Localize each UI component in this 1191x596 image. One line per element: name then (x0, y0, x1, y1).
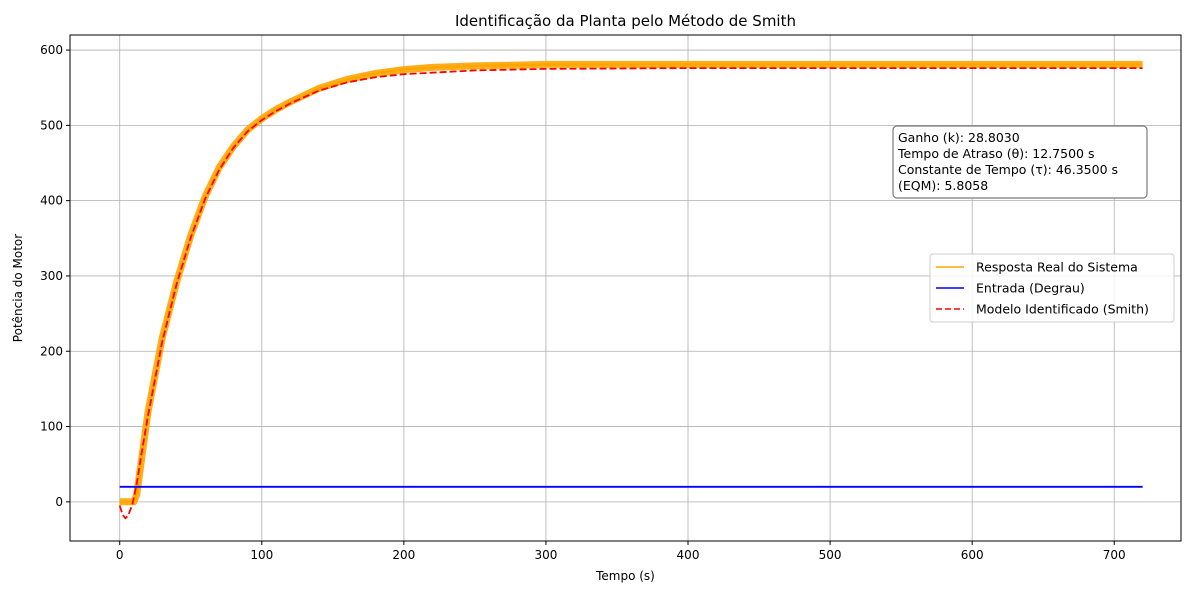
series-identified-model (118, 67, 1143, 520)
y-tick-label: 100 (40, 420, 63, 434)
x-tick-label: 700 (1103, 548, 1126, 562)
series-layer (118, 60, 1143, 520)
x-axis-label: Tempo (s) (595, 569, 655, 583)
annotation-line-error: (EQM): 5.8058 (898, 178, 988, 193)
y-axis-label: Potência do Motor (11, 234, 25, 342)
annotation-line-delay: Tempo de Atraso (θ): 12.7500 s (897, 146, 1094, 161)
grid (70, 35, 1181, 541)
legend: Resposta Real do Sistema Entrada (Degrau… (929, 253, 1175, 323)
legend-entry-input: Entrada (Degrau) (976, 281, 1085, 296)
y-tick-label: 0 (55, 495, 63, 509)
annotation-line-time-constant: Constante de Tempo (τ): 46.3500 s (898, 162, 1118, 177)
x-tick-label: 400 (677, 548, 700, 562)
x-tick-label: 300 (534, 548, 557, 562)
x-tick-label: 100 (250, 548, 273, 562)
y-tick-label: 300 (40, 269, 63, 283)
chart-title: Identificação da Planta pelo Método de S… (455, 12, 796, 30)
legend-entry-model: Modelo Identificado (Smith) (976, 302, 1149, 317)
annotation-box: Ganho (k): 28.8030 Tempo de Atraso (θ): … (892, 125, 1148, 199)
x-tick-label: 200 (392, 548, 415, 562)
y-tick-label: 400 (40, 194, 63, 208)
annotation-line-gain: Ganho (k): 28.8030 (898, 130, 1020, 145)
legend-entry-real: Resposta Real do Sistema (976, 260, 1138, 275)
ticks: 0 100 200 300 400 500 600 700 0 100 200 300 400 500 60… (40, 43, 1126, 562)
y-tick-label: 200 (40, 344, 63, 358)
legend-frame (929, 253, 1175, 323)
x-tick-label: 0 (116, 548, 124, 562)
x-tick-label: 500 (819, 548, 842, 562)
x-tick-label: 600 (961, 548, 984, 562)
plot-frame (69, 34, 1182, 542)
annotation-frame (892, 125, 1148, 199)
y-tick-label: 500 (40, 118, 63, 132)
series-real-response (119, 63, 1143, 503)
y-tick-label: 600 (40, 43, 63, 57)
